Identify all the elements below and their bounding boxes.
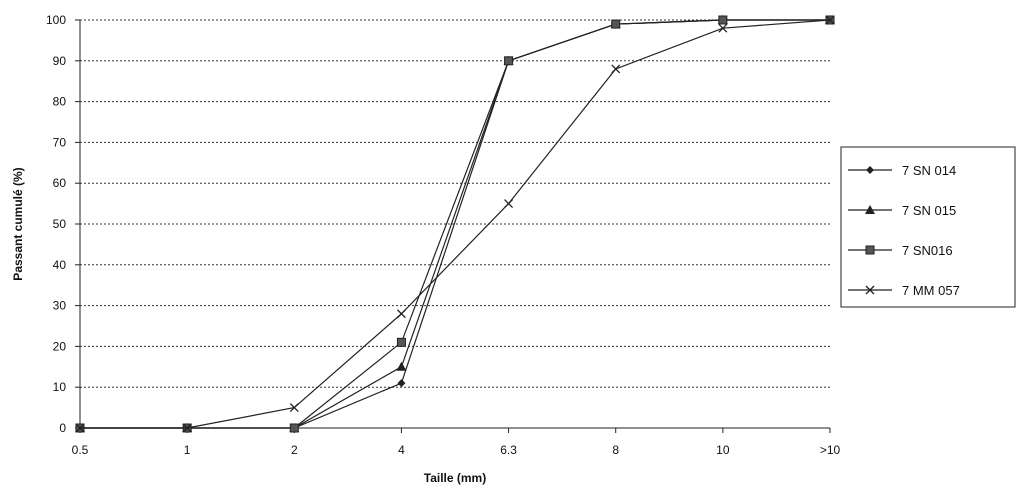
y-tick-label-60: 60 [53,176,67,190]
legend-marker-3 [865,285,875,295]
data-point-3-6 [718,23,728,33]
legend-marker-0 [866,166,874,174]
data-point-1-3 [396,361,407,371]
data-point-3-7 [825,15,835,25]
series-3 [75,15,835,433]
series-line-2 [80,19,830,429]
y-tick-label-20: 20 [53,339,67,353]
data-point-3-4 [504,199,514,209]
legend-item-3: 7 MM 057 [848,283,960,298]
legend-label-2: 7 SN016 [902,243,953,258]
y-axis-label: Passant cumulé (%) [11,167,25,280]
legend-label-0: 7 SN 014 [902,163,956,178]
data-point-0-3 [397,379,406,388]
data-point-3-0 [75,423,85,433]
data-point-2-5 [611,19,621,29]
x-tick-label-4: 6.3 [500,443,517,457]
legend-item-2: 7 SN016 [848,243,953,258]
data-point-3-3 [396,309,406,319]
legend-item-1: 7 SN 015 [848,203,956,218]
x-tick-label-7: >10 [820,443,841,457]
data-point-3-1 [182,423,192,433]
data-point-3-2 [289,403,299,413]
y-tick-label-40: 40 [53,258,67,272]
data-point-2-6 [718,15,728,25]
data-point-3-5 [611,64,621,74]
legend-marker-1 [865,205,875,214]
x-tick-label-0: 0.5 [72,443,89,457]
series-line-3 [80,19,831,429]
data-series [75,15,835,433]
y-tick-label-80: 80 [53,95,67,109]
y-tick-label-100: 100 [46,13,66,27]
y-tick-label-50: 50 [53,217,67,231]
legend-label-3: 7 MM 057 [902,283,960,298]
x-axis-label: Taille (mm) [424,471,486,485]
y-tick-label-10: 10 [53,380,67,394]
grid-lines [75,19,830,429]
legend: 7 SN 014 7 SN 015 7 SN016 7 MM 057 [840,146,1016,308]
x-tick-label-3: 4 [398,443,405,457]
x-tick-label-1: 1 [184,443,191,457]
y-tick-label-90: 90 [53,54,67,68]
data-point-2-3 [396,337,406,347]
legend-label-1: 7 SN 015 [902,203,956,218]
y-tick-label-0: 0 [59,421,66,435]
legend-marker-2 [865,245,875,255]
legend-item-0: 7 SN 014 [848,163,956,178]
data-point-2-2 [289,423,299,433]
y-tick-label-70: 70 [53,135,67,149]
y-tick-label-30: 30 [53,299,67,313]
x-tick-label-6: 10 [716,443,730,457]
y-tick-labels: 0 10 20 30 40 50 60 70 80 90 100 [46,13,66,435]
x-tick-label-5: 8 [612,443,619,457]
data-point-2-4 [504,56,514,66]
x-tick-label-2: 2 [291,443,298,457]
